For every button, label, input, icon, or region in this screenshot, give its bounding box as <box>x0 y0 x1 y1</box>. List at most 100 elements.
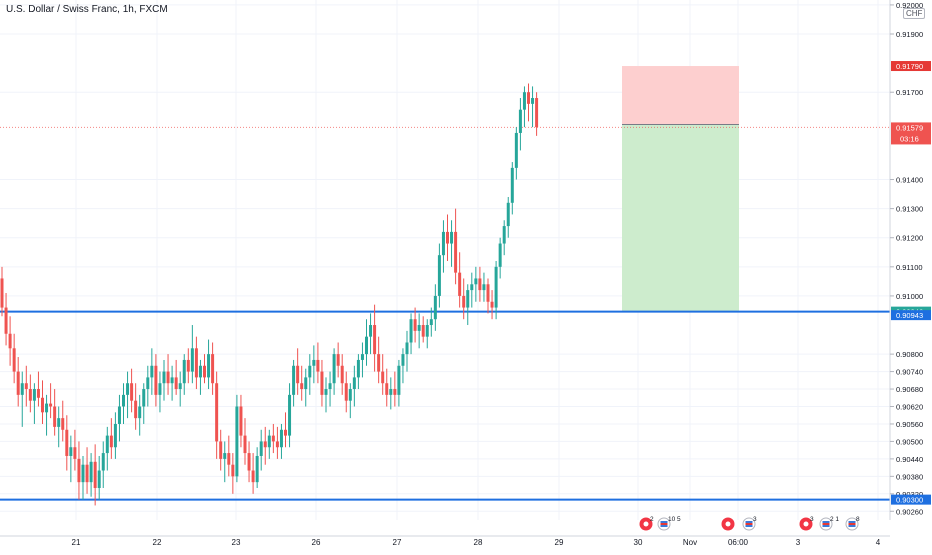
candle-body <box>360 354 364 360</box>
x-tick-label: 27 <box>393 538 402 547</box>
candle-body <box>170 377 174 384</box>
candle-body <box>126 383 130 395</box>
x-tick-label: 30 <box>634 538 643 547</box>
candle-body <box>28 389 32 401</box>
candle-body <box>296 365 300 384</box>
candle-body <box>454 231 458 273</box>
candle-body <box>77 458 81 483</box>
candle-body <box>146 377 150 390</box>
y-tick-label: 0.90620 <box>896 403 923 412</box>
candle-body <box>474 278 478 285</box>
currency-label[interactable]: CHF <box>903 8 926 19</box>
candle-body <box>514 132 518 168</box>
candle-body <box>377 354 381 372</box>
candle-body <box>174 377 178 390</box>
y-tick-label: 0.90260 <box>896 507 923 516</box>
candle-body <box>320 371 324 395</box>
candle-body <box>279 429 283 448</box>
price-axis[interactable] <box>890 0 932 550</box>
line-price-tag-bg <box>891 310 931 321</box>
candle-body <box>369 325 373 337</box>
stop-price-tag: 0.91790 <box>896 62 923 71</box>
candle-body <box>518 109 522 133</box>
x-tick-label: 06:00 <box>728 538 749 547</box>
candle-body <box>12 348 16 372</box>
candle-body <box>510 167 514 203</box>
candle-body <box>20 383 24 395</box>
candle-body <box>41 397 44 413</box>
candle-body <box>312 359 316 366</box>
candle-body <box>194 348 198 378</box>
candle-body <box>235 406 239 477</box>
candle-body <box>227 453 231 465</box>
y-tick-label: 0.90320 <box>896 490 923 499</box>
candle-body <box>203 365 206 378</box>
event-dot <box>803 521 809 527</box>
candle-body <box>429 319 433 326</box>
candle-body <box>267 435 271 448</box>
candle-body <box>462 295 466 308</box>
y-tick-label: 0.90680 <box>896 385 923 394</box>
candle-body <box>502 226 506 244</box>
x-tick-label: Nov <box>683 538 697 547</box>
candle-body <box>458 272 462 296</box>
candle-body <box>437 255 441 296</box>
candle-body <box>441 231 445 256</box>
line-price-tag: 0.90943 <box>896 311 923 320</box>
candle-body <box>211 354 215 384</box>
candle-body <box>251 470 255 483</box>
candle-body <box>498 243 502 267</box>
y-tick-label: 0.90800 <box>896 350 923 359</box>
candle-body <box>109 435 113 448</box>
candle-body <box>117 406 121 424</box>
y-tick-label: 0.92000 <box>896 1 923 10</box>
candle-body <box>446 231 449 244</box>
candle-body <box>8 333 12 349</box>
candle-body <box>89 461 93 483</box>
candle-body <box>304 377 308 390</box>
candle-body <box>397 365 401 395</box>
candle-body <box>259 441 263 456</box>
candle-body <box>219 441 223 459</box>
candle-body <box>401 354 405 366</box>
candle-body <box>198 365 202 378</box>
y-tick-label: 0.91900 <box>896 30 923 39</box>
candle-body <box>36 389 40 398</box>
candle-body <box>373 325 377 355</box>
time-axis[interactable] <box>0 520 932 550</box>
candle-body <box>239 406 243 436</box>
y-tick-label: 0.90740 <box>896 368 923 377</box>
candle-body <box>190 348 194 372</box>
take-profit-zone[interactable] <box>622 124 739 312</box>
flag-event-stripe <box>660 523 668 525</box>
y-tick-label: 0.90500 <box>896 437 923 446</box>
x-tick-label: 4 <box>876 538 881 547</box>
candle-body <box>288 394 292 436</box>
candle-body <box>421 325 425 337</box>
candle-body <box>32 389 36 401</box>
candle-body <box>255 455 259 483</box>
candle-body <box>344 383 348 401</box>
stop-loss-zone[interactable] <box>622 66 739 125</box>
x-tick-label: 21 <box>72 538 81 547</box>
candle-body <box>122 394 125 407</box>
candle-body <box>65 429 69 456</box>
current-price-tag: 0.91579 <box>896 123 923 132</box>
candle-body <box>275 441 279 448</box>
chart-title: U.S. Dollar / Swiss Franc, 1h, FXCM <box>6 4 168 15</box>
candle-body <box>522 92 526 110</box>
candle-body <box>150 365 154 378</box>
candle-body <box>352 377 356 390</box>
candle-body <box>393 389 397 395</box>
y-tick-label: 0.91400 <box>896 176 923 185</box>
candle-body <box>486 284 490 302</box>
candle-body <box>336 354 340 366</box>
candle-body <box>24 383 28 390</box>
candle-body <box>231 464 235 477</box>
candle-body <box>223 453 227 459</box>
candle-body <box>142 389 146 407</box>
candle-body <box>186 359 190 372</box>
candle-body <box>207 354 211 378</box>
